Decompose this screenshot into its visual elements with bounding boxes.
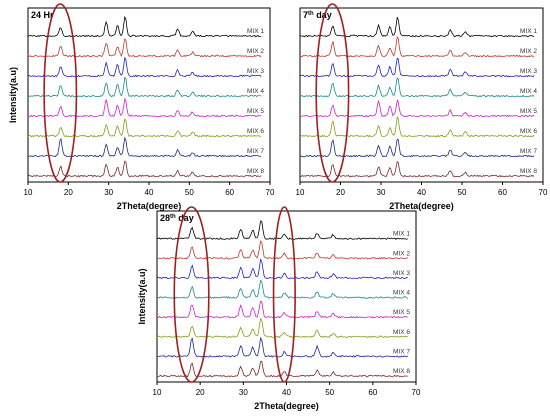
series-trace	[27, 136, 262, 158]
series-trace	[299, 16, 535, 38]
series-trace	[299, 57, 535, 78]
x-tick-label: 30	[239, 388, 248, 397]
x-axis-label: 2Theta(degree)	[389, 201, 454, 211]
x-tick-label: 60	[498, 188, 507, 197]
series-label: MIX 6	[393, 329, 410, 336]
series-trace	[299, 160, 535, 178]
series-trace	[156, 220, 408, 240]
series-label: MIX 7	[520, 148, 537, 155]
highlight-ellipse	[272, 206, 296, 383]
series-trace	[156, 279, 408, 299]
x-tick-label: 30	[104, 188, 113, 197]
panel-title: 7th day	[303, 10, 332, 20]
series-label: MIX 6	[520, 128, 537, 135]
x-tick-label: 30	[377, 188, 386, 197]
series-label: MIX 8	[247, 168, 264, 175]
x-tick-label: 50	[325, 388, 334, 397]
series-label: MIX 7	[247, 148, 264, 155]
x-tick-label: 10	[153, 388, 162, 397]
series-trace	[156, 300, 408, 319]
series-trace	[299, 99, 535, 118]
series-label: MIX 4	[247, 88, 264, 95]
series-label: MIX 2	[393, 250, 410, 257]
series-trace	[157, 240, 409, 260]
x-tick-label: 50	[185, 188, 194, 197]
x-tick-label: 60	[368, 388, 377, 397]
series-trace	[27, 160, 262, 178]
series-label: MIX 4	[520, 88, 537, 95]
series-label: MIX 3	[520, 68, 537, 75]
series-label: MIX 5	[247, 108, 264, 115]
series-label: MIX 7	[393, 348, 410, 355]
x-tick-label: 20	[196, 388, 205, 397]
x-tick-label: 50	[458, 188, 467, 197]
series-trace	[27, 97, 262, 118]
x-tick-label: 60	[225, 188, 234, 197]
series-label: MIX 2	[520, 48, 537, 55]
x-tick-label: 70	[539, 188, 548, 197]
series-trace	[27, 76, 262, 98]
x-tick-label: 20	[64, 188, 73, 197]
series-trace	[156, 258, 408, 280]
y-axis-label: Intensity(a.u)	[8, 67, 18, 123]
series-label: MIX 2	[247, 48, 264, 55]
highlight-ellipse	[315, 3, 350, 183]
y-axis-label: Intensity(a.u)	[137, 268, 147, 324]
series-trace	[300, 36, 535, 58]
series-label: MIX 5	[520, 108, 537, 115]
x-tick-label: 10	[296, 188, 305, 197]
series-label: MIX 1	[520, 28, 537, 35]
highlight-ellipse	[173, 206, 210, 383]
series-label: MIX 1	[393, 231, 410, 238]
series-trace	[299, 76, 535, 98]
series-trace	[299, 138, 535, 158]
series-label: MIX 4	[393, 290, 410, 297]
x-tick-label: 40	[282, 388, 291, 397]
x-axis-label: 2Theta(degree)	[254, 401, 319, 411]
series-trace	[27, 56, 262, 78]
series-trace	[27, 15, 262, 38]
x-tick-label: 40	[417, 188, 426, 197]
highlight-ellipse	[43, 3, 78, 183]
series-label: MIX 3	[247, 68, 264, 75]
x-tick-label: 10	[24, 188, 33, 197]
x-axis-label: 2Theta(degree)	[117, 201, 182, 211]
series-label: MIX 6	[247, 128, 264, 135]
series-trace	[27, 38, 262, 58]
series-label: MIX 8	[520, 168, 537, 175]
series-trace	[299, 116, 535, 138]
panel-title: 24 Hr	[31, 10, 54, 20]
x-tick-label: 20	[336, 188, 345, 197]
panel-title: 28th day	[160, 213, 194, 223]
chart-panel-1: 10 20 30 40 50 60 70 2Theta(degree) Intensity(a.…	[8, 3, 275, 211]
series-trace	[156, 360, 408, 378]
x-tick-label: 70	[266, 188, 275, 197]
series-label: MIX 8	[393, 368, 410, 375]
series-label: MIX 5	[393, 309, 410, 316]
x-tick-label: 40	[145, 188, 154, 197]
series-trace	[156, 336, 409, 358]
chart-panel-2: 10 20 30 40 50 60 70 2Theta(degree) 7th day MIX 1…	[296, 3, 548, 211]
series-label: MIX 1	[247, 28, 264, 35]
series-label: MIX 3	[393, 270, 410, 277]
chart-panel-3: 10 20 30 40 50 60 70 2Theta(degree) Intensity(a.…	[137, 206, 421, 411]
series-trace	[27, 118, 262, 138]
series-trace	[156, 317, 409, 339]
x-tick-label: 70	[412, 388, 421, 397]
